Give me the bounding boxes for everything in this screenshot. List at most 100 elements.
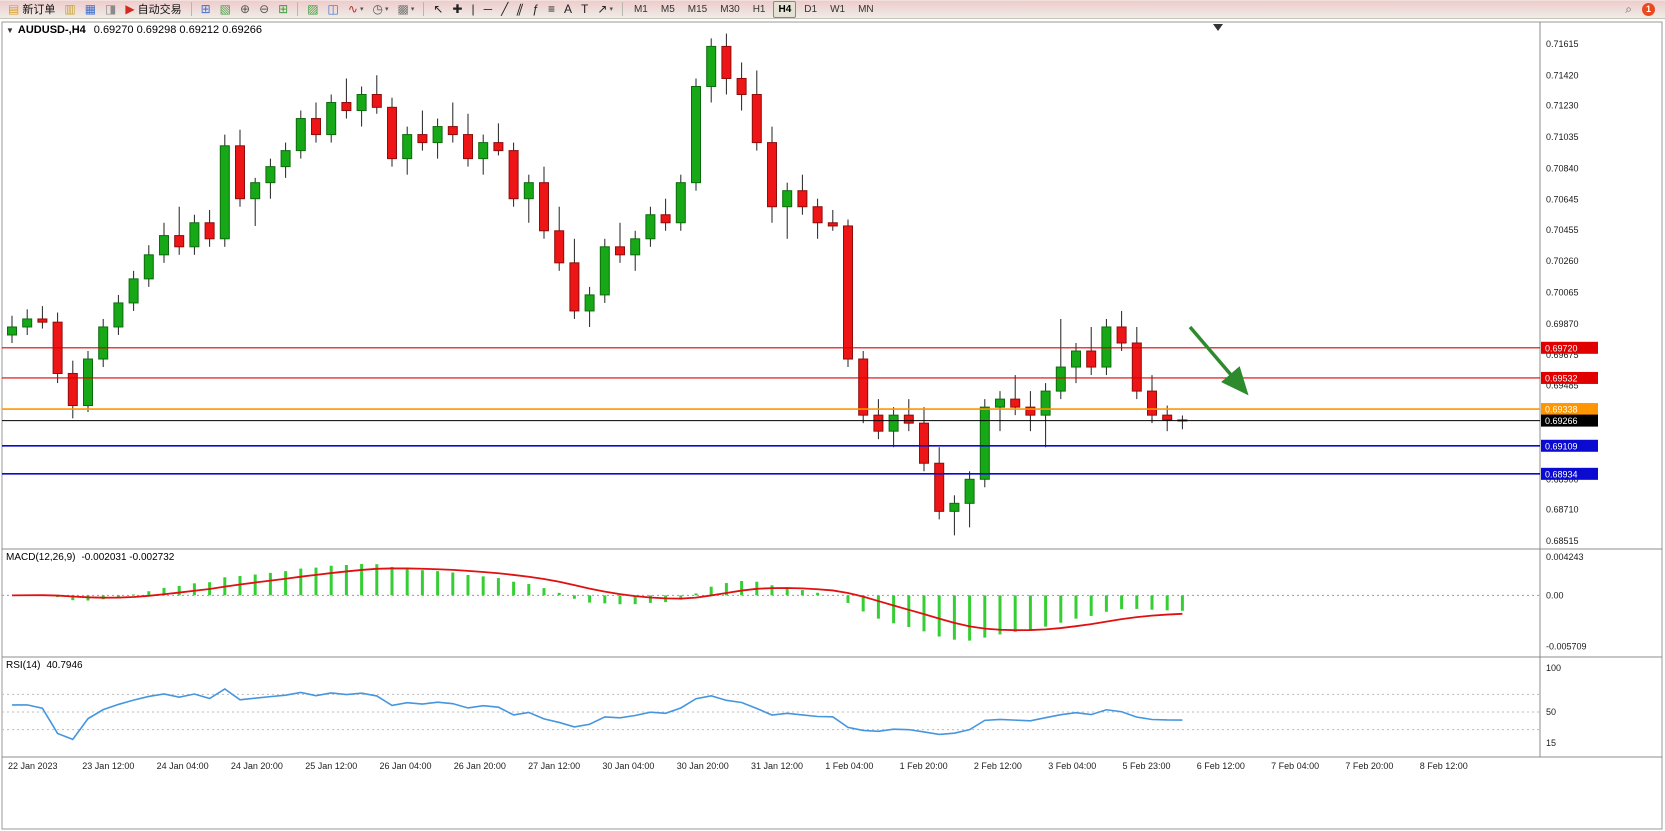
timeframe-mn-button[interactable]: MN xyxy=(858,3,874,15)
arrows-icon-dropdown[interactable]: ▾ xyxy=(609,6,613,13)
rsi-axis-label: 100 xyxy=(1546,663,1561,673)
channel-icon[interactable]: ∥ xyxy=(513,0,527,19)
templates-icon-dropdown[interactable]: ▾ xyxy=(410,6,415,13)
periods-icon-glyph: ◷ xyxy=(372,2,383,16)
chart-symbol-period: AUDUSD-,H4 xyxy=(17,24,86,36)
macd-name: MACD(12,26,9) xyxy=(6,552,76,563)
market-watch-icon-glyph: ▦ xyxy=(84,2,97,16)
search-icon-glyph: ⌕ xyxy=(1625,2,1632,16)
time-axis-label: 31 Jan 12:00 xyxy=(751,761,803,771)
toolbar-separator xyxy=(621,2,623,16)
price-axis-label: 0.68515 xyxy=(1546,536,1579,546)
price-axis-label: 0.70455 xyxy=(1546,225,1579,235)
trend-arrow[interactable] xyxy=(1188,325,1249,396)
chart-title: ▼ AUDUSD-,H4 0.69270 0.69298 0.69212 0.692… xyxy=(6,24,262,36)
timeframe-d1-button[interactable]: D1 xyxy=(804,3,818,15)
time-axis-label: 30 Jan 04:00 xyxy=(602,761,654,771)
new-order-button[interactable]: ▤ 新订单 xyxy=(4,0,59,19)
indicators-icon-dropdown[interactable]: ▾ xyxy=(359,6,364,13)
periods-icon[interactable]: ◷ ▾ xyxy=(368,0,392,19)
macd-axis-label: 0.00 xyxy=(1546,590,1564,600)
time-axis-label: 2 Feb 12:00 xyxy=(974,761,1022,771)
vertical-line-icon[interactable]: | xyxy=(467,0,478,19)
rsi-value: 40.7946 xyxy=(46,660,83,671)
data-window-icon-glyph: ◨ xyxy=(105,2,117,16)
price-axis-label: 0.71035 xyxy=(1546,132,1579,142)
time-axis-label: 7 Feb 20:00 xyxy=(1345,761,1393,771)
toolbar-separator xyxy=(190,2,192,16)
price-axis-label: 0.70260 xyxy=(1546,256,1579,266)
time-axis[interactable]: 22 Jan 2023 23 Jan 12:00 24 Jan 04:00 24 Ja… xyxy=(8,761,1468,771)
indicators-icon[interactable]: ∿ ▾ xyxy=(344,0,368,19)
horizontal-line-icon-glyph: ─ xyxy=(483,2,493,16)
tile-windows-icon-glyph: ⊞ xyxy=(278,2,289,16)
price-axis-label: 0.70840 xyxy=(1546,163,1579,173)
price-tag xyxy=(1541,403,1598,416)
timeframe-m5-button[interactable]: M5 xyxy=(660,3,675,15)
price-tag xyxy=(1541,467,1598,480)
timeframe-m30-button[interactable]: M30 xyxy=(720,3,740,15)
time-axis-label: 30 Jan 20:00 xyxy=(677,761,729,771)
profiles-icon[interactable]: ▧ xyxy=(216,0,235,19)
price-tag-label: 0.69720 xyxy=(1545,343,1578,353)
templates-icon[interactable]: ▩ ▾ xyxy=(393,0,418,19)
fibonacci-icon[interactable]: ƒ xyxy=(528,0,543,19)
macd-histogram[interactable] xyxy=(12,564,1184,641)
price-tag xyxy=(1541,439,1598,452)
timeframe-h1-button[interactable]: H1 xyxy=(752,3,766,15)
price-tag xyxy=(1541,341,1598,354)
auto-trading-button-glyph: ▶ xyxy=(125,2,135,16)
cascade-windows-icon[interactable]: ▨ xyxy=(303,0,322,19)
chart-menu-icon[interactable]: ▼ xyxy=(6,26,14,35)
fibonacci-icon-glyph: ƒ xyxy=(532,2,540,16)
auto-trading-button[interactable]: ▶ 自动交易 xyxy=(121,0,185,19)
chart-profile-icon[interactable]: ▥ xyxy=(60,0,79,19)
notification-badge[interactable]: 1 xyxy=(1642,2,1655,16)
price-axis-label: 0.69870 xyxy=(1546,319,1579,329)
market-watch-icon[interactable]: ▦ xyxy=(81,0,100,19)
time-axis-label: 23 Jan 12:00 xyxy=(82,761,134,771)
zoom-in-icon[interactable]: ⊕ xyxy=(236,0,254,19)
zoom-out-icon-glyph: ⊖ xyxy=(259,2,270,16)
timeframe-h4-button[interactable]: H4 xyxy=(773,0,797,18)
timeframe-m1-button[interactable]: M1 xyxy=(633,3,648,15)
channel-icon-glyph: ∥ xyxy=(515,2,526,16)
arrange-windows-icon[interactable]: ◫ xyxy=(324,0,343,19)
cursor-icon[interactable]: ↖ xyxy=(429,0,447,19)
data-window-icon[interactable]: ◨ xyxy=(101,0,120,19)
macd-signal-line[interactable] xyxy=(11,567,1183,632)
price-axis-label: 0.71615 xyxy=(1546,39,1579,49)
rsi-axis-label: 50 xyxy=(1546,707,1556,717)
search-icon[interactable]: ⌕ xyxy=(1621,0,1636,19)
rsi-line[interactable] xyxy=(12,688,1183,741)
timeframe-m15-button[interactable]: M15 xyxy=(687,3,708,15)
price-axis-label: 0.71230 xyxy=(1546,101,1579,111)
crosshair-icon-glyph: ✚ xyxy=(452,2,463,16)
text-icon[interactable]: A xyxy=(560,0,576,19)
profiles-icon-glyph: ▧ xyxy=(219,2,232,16)
timeframe-w1-button[interactable]: W1 xyxy=(830,3,846,15)
price-axis-label: 0.69675 xyxy=(1546,350,1579,360)
rsi-axis[interactable]: 100 50 15 xyxy=(1546,663,1561,748)
main-toolbar: ▤ 新订单 ▥ ▦ ◨ ▶ 自动交易 ⊞ ▧ ⊕ ⊖ ⊞ ▨ ◫ ∿ ▾ ◷ ▾ ▩ ▾ ↖ ✚ | ─ ╱ ∥ ƒ ≡ A T ↗ ▾ M1 M… xyxy=(0,0,1665,19)
periods-icon-dropdown[interactable]: ▾ xyxy=(384,6,389,13)
chart-shift-marker[interactable] xyxy=(1213,24,1223,31)
arrows-icon[interactable]: ↗ ▾ xyxy=(593,0,617,19)
tile-windows-icon[interactable]: ⊞ xyxy=(274,0,292,19)
macd-values: -0.002031 -0.002732 xyxy=(81,552,175,563)
grid-icon[interactable]: ≡ xyxy=(544,0,559,19)
new-chart-icon[interactable]: ⊞ xyxy=(197,0,215,19)
zoom-out-icon[interactable]: ⊖ xyxy=(255,0,273,19)
macd-axis[interactable]: 0.004243 0.00 -0.005709 xyxy=(1546,552,1587,651)
time-axis-label: 26 Jan 20:00 xyxy=(454,761,506,771)
text-icon-glyph: A xyxy=(564,2,573,16)
crosshair-icon[interactable]: ✚ xyxy=(448,0,466,19)
trendline-icon-glyph: ╱ xyxy=(501,2,509,16)
price-axis-label: 0.69485 xyxy=(1546,380,1579,390)
horizontal-line-icon[interactable]: ─ xyxy=(480,0,497,19)
trendline-icon[interactable]: ╱ xyxy=(497,0,512,19)
label-icon[interactable]: T xyxy=(577,0,592,19)
